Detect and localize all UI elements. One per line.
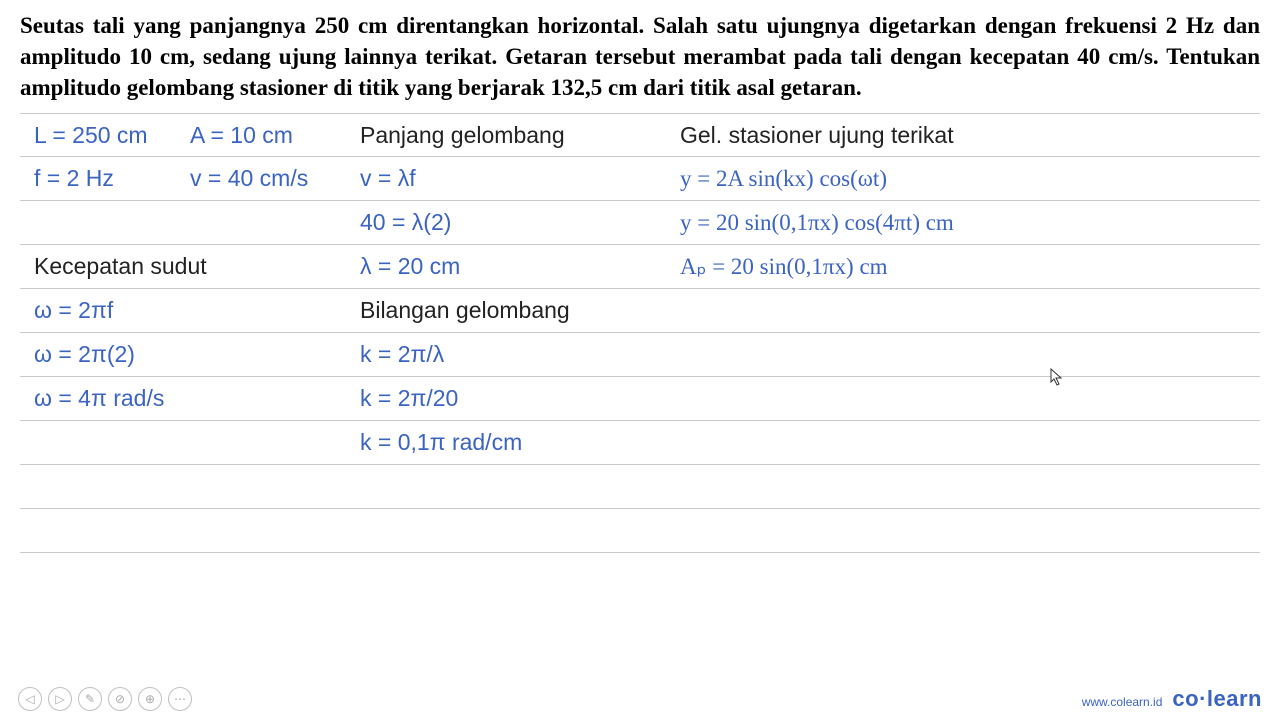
- site-url: www.colearn.id: [1082, 695, 1163, 709]
- cell-text: v = 40 cm/s: [190, 165, 308, 191]
- table-row: [20, 465, 1260, 509]
- cell-text: λ = 20 cm: [360, 253, 460, 279]
- control-button-3[interactable]: ⊘: [108, 687, 132, 711]
- logo-part-learn: learn: [1207, 686, 1262, 711]
- logo: co·learn: [1172, 686, 1262, 712]
- table-row: ω = 2π(2) k = 2π/λ: [20, 333, 1260, 377]
- control-button-0[interactable]: ◁: [18, 687, 42, 711]
- cell-text: Kecepatan sudut: [34, 253, 207, 279]
- cell-text: Aₚ = 20 sin(0,1πx) cm: [680, 254, 888, 279]
- table-row: ω = 2πf Bilangan gelombang: [20, 289, 1260, 333]
- table-row: k = 0,1π rad/cm: [20, 421, 1260, 465]
- mouse-cursor: [1050, 368, 1064, 391]
- logo-part-co: co: [1172, 686, 1199, 711]
- control-button-5[interactable]: ⋯: [168, 687, 192, 711]
- question-text: Seutas tali yang panjangnya 250 cm diren…: [20, 10, 1260, 103]
- control-button-1[interactable]: ▷: [48, 687, 72, 711]
- cell-text: Gel. stasioner ujung terikat: [680, 122, 954, 148]
- control-button-4[interactable]: ⊕: [138, 687, 162, 711]
- table-row: [20, 509, 1260, 553]
- cell-text: Bilangan gelombang: [360, 297, 570, 323]
- cell-text: 40 = λ(2): [360, 209, 451, 235]
- table-row: Kecepatan sudut λ = 20 cm Aₚ = 20 sin(0,1π…: [20, 245, 1260, 289]
- cell-text: k = 2π/20: [360, 385, 458, 411]
- cell-text: f = 2 Hz: [34, 165, 114, 191]
- table-row: L = 250 cm A = 10 cm Panjang gelombang Gel.…: [20, 113, 1260, 157]
- cell-text: y = 20 sin(0,1πx) cos(4πt) cm: [680, 210, 954, 235]
- cell-text: k = 2π/λ: [360, 341, 444, 367]
- footer: ◁▷✎⊘⊕⋯ www.colearn.id co·learn: [0, 686, 1280, 712]
- brand: www.colearn.id co·learn: [1082, 686, 1262, 712]
- cell-text: y = 2A sin(kx) cos(ωt): [680, 166, 887, 191]
- cell-text: ω = 2π(2): [34, 341, 135, 367]
- cell-text: k = 0,1π rad/cm: [360, 429, 522, 455]
- table-row: ω = 4π rad/s k = 2π/20: [20, 377, 1260, 421]
- page: Seutas tali yang panjangnya 250 cm diren…: [0, 0, 1280, 720]
- cell-text: Panjang gelombang: [360, 122, 565, 148]
- cell-text: ω = 4π rad/s: [34, 385, 164, 411]
- table-row: 40 = λ(2) y = 20 sin(0,1πx) cos(4πt) cm: [20, 201, 1260, 245]
- solution-table: L = 250 cm A = 10 cm Panjang gelombang Gel.…: [20, 113, 1260, 553]
- cell-text: L = 250 cm: [34, 122, 148, 148]
- control-button-2[interactable]: ✎: [78, 687, 102, 711]
- cell-text: ω = 2πf: [34, 297, 113, 323]
- playback-controls: ◁▷✎⊘⊕⋯: [18, 687, 192, 711]
- logo-dot: ·: [1199, 686, 1207, 711]
- cell-text: v = λf: [360, 165, 416, 191]
- table-row: f = 2 Hz v = 40 cm/s v = λf y = 2A sin(kx) …: [20, 157, 1260, 201]
- cell-text: A = 10 cm: [190, 122, 293, 148]
